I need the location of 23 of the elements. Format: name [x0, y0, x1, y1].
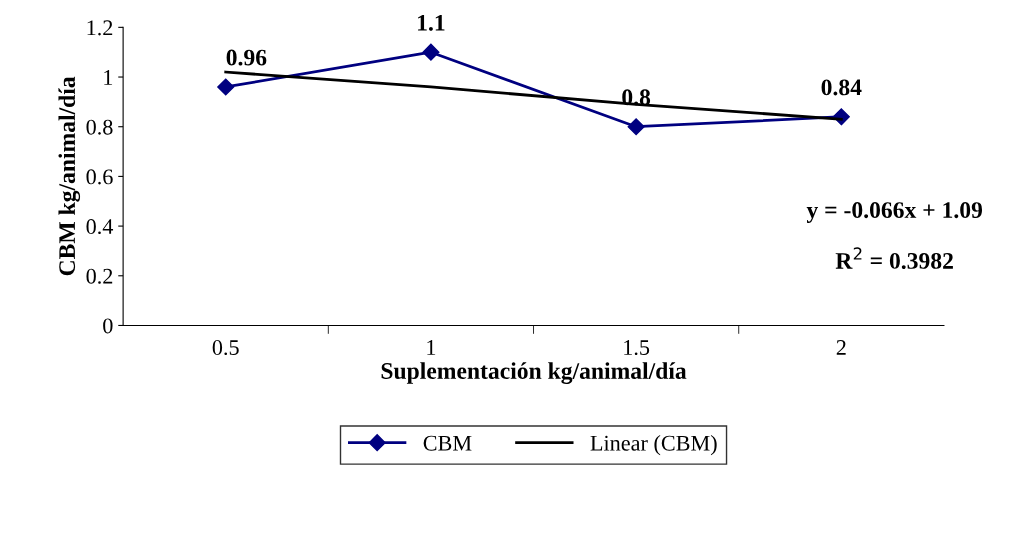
point — [627, 118, 645, 136]
x-tick-label: 0.5 — [212, 340, 239, 356]
x-tick-label: 2 — [836, 340, 846, 355]
point — [217, 78, 235, 96]
data-label: 0.96 — [226, 49, 267, 66]
y-tick-label: 1 — [104, 70, 113, 85]
y-tick-label: 0 — [103, 318, 113, 334]
data-label: 0.84 — [821, 79, 862, 96]
point — [422, 43, 440, 61]
annotation: R$^{2}$ = 0.3982 — [835, 247, 953, 269]
x-tick-label: 1 — [427, 340, 436, 355]
data-label: 1.1 — [418, 14, 445, 31]
y-tick-label: 0.2 — [86, 268, 113, 284]
y-tick-label: 0.6 — [86, 169, 113, 185]
y-tick-label: 0.4 — [86, 219, 114, 235]
y-tick-label: 1.2 — [87, 20, 113, 36]
x-axis-title: Suplementación kg/animal/día — [381, 362, 687, 384]
x-tick-label: 1.5 — [624, 340, 650, 356]
legend-label: CBM — [423, 435, 472, 451]
y-axis-title: CBM kg/animal/día — [58, 76, 81, 276]
annotation: y = -0.066x + 1.09 — [806, 202, 983, 223]
y-tick-label: 0.8 — [86, 119, 113, 135]
legend-label: Linear (CBM) — [590, 435, 717, 456]
